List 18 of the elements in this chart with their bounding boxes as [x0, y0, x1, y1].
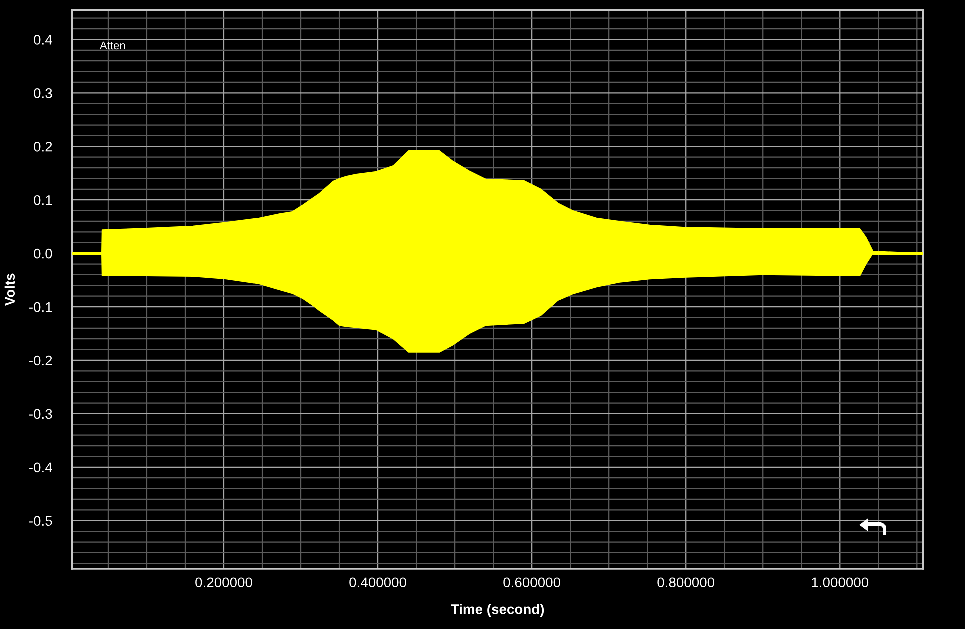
x-tick-label: 0.800000 — [658, 578, 715, 588]
x-axis-title: Time (second) — [451, 604, 544, 618]
y-tick-label: -0.2 — [30, 356, 52, 366]
y-axis-title: Volts — [4, 274, 16, 306]
x-tick-label: 0.200000 — [196, 578, 252, 588]
y-tick-label: -0.5 — [30, 516, 52, 526]
y-tick-label: 0.1 — [34, 195, 52, 206]
y-tick-label: 0.3 — [34, 88, 52, 98]
x-tick-label: 0.400000 — [350, 578, 406, 588]
annotation: Atten — [100, 42, 126, 50]
y-tick-label: 0.0 — [34, 248, 52, 259]
x-tick-label: 0.600000 — [504, 578, 560, 588]
x-tick-label: 1.000000 — [812, 578, 869, 588]
y-tick-label: 0.4 — [34, 35, 52, 45]
y-tick-label: -0.1 — [30, 302, 52, 312]
y-tick-label: 0.2 — [34, 142, 52, 152]
y-tick-label: -0.3 — [30, 409, 52, 420]
y-tick-label: -0.4 — [30, 462, 52, 473]
